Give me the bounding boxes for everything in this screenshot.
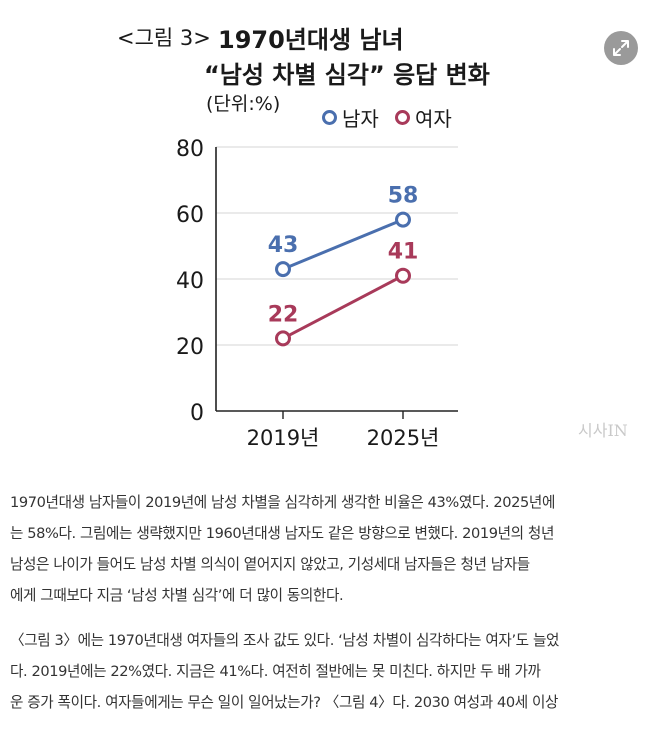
article-paragraph: 〈그림 3〉에는 1970년대생 여자들의 조사 값도 있다. ‘남성 차별이 … [10, 625, 660, 718]
paragraph-line: 1970년대생 남자들이 2019년에 남성 차별을 심각하게 생각한 비율은 … [10, 494, 555, 511]
chart-title-line2: “남성 차별 심각” 응답 변화 [204, 61, 490, 89]
legend-marker-male [322, 110, 337, 125]
series-line-male [282, 218, 404, 271]
legend-item-male: 남자 [322, 103, 379, 132]
article-body: 1970년대생 남자들이 2019년에 남성 차별을 심각하게 생각한 비율은 … [10, 487, 660, 718]
y-tick-label: 20 [176, 335, 204, 360]
legend-marker-female [395, 110, 410, 125]
paragraph-line: 다. 2019년에는 22%였다. 지금은 41%다. 여전히 절반에는 못 미… [10, 663, 541, 680]
chart-title: 1970년대생 남녀 [218, 26, 404, 54]
paragraph-line: 는 58%다. 그림에는 생략했지만 1960년대생 남자도 같은 방향으로 변… [10, 525, 554, 542]
x-tick-label: 2025년 [367, 426, 440, 450]
legend-label-male: 남자 [342, 107, 379, 131]
y-tick-label: 40 [176, 269, 204, 294]
paragraph-line: 〈그림 3〉에는 1970년대생 여자들의 조사 값도 있다. ‘남성 차별이 … [10, 632, 560, 649]
data-point [395, 211, 411, 228]
paragraph-line: 운 증가 폭이다. 여자들에게는 무슨 일이 일어났는가? 〈그림 4〉다. 2… [10, 694, 559, 711]
article-paragraph: 1970년대생 남자들이 2019년에 남성 차별을 심각하게 생각한 비율은 … [10, 487, 660, 611]
axes: 0 20 40 60 80 2019년 2025년 [176, 137, 458, 450]
data-point [275, 330, 291, 347]
series-lines [275, 211, 411, 347]
expand-icon [613, 40, 629, 56]
data-label: 43 [268, 233, 299, 258]
data-point [275, 261, 291, 278]
data-label: 58 [388, 184, 419, 209]
data-point [395, 267, 411, 284]
data-labels: 43 58 22 41 [268, 184, 419, 328]
paragraph-line: 남성은 나이가 들어도 남성 차별 의식이 옅어지지 않았고, 기성세대 남자들… [10, 556, 530, 573]
figure-number: <그림 3> [117, 26, 211, 50]
data-label: 22 [268, 302, 299, 327]
expand-button[interactable] [604, 31, 638, 65]
legend-item-female: 여자 [395, 103, 452, 132]
y-tick-label: 0 [190, 401, 204, 426]
grid-lines [216, 146, 458, 346]
data-label: 41 [388, 240, 419, 265]
unit-label: (단위:%) [206, 93, 281, 115]
line-chart: 0 20 40 60 80 2019년 2025년 43 58 22 41 [176, 137, 458, 450]
x-tick-label: 2019년 [247, 426, 320, 450]
series-line-female [282, 274, 404, 340]
y-tick-label: 80 [176, 137, 204, 162]
paragraph-line: 에게 그때보다 지금 ‘남성 차별 심각’에 더 많이 동의한다. [10, 587, 344, 604]
chart-figure: <그림 3> 1970년대생 남녀 “남성 차별 심각” 응답 변화 (단위:%… [117, 26, 638, 450]
watermark-logo: 시사IN [578, 421, 628, 440]
y-tick-label: 60 [176, 203, 204, 228]
legend-label-female: 여자 [415, 107, 452, 131]
